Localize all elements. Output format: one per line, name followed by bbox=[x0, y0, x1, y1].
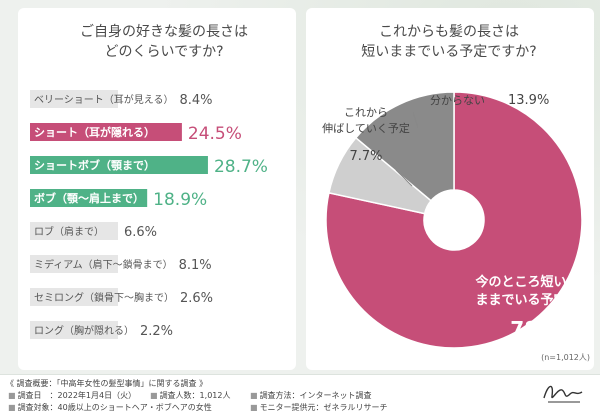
donut-chart-title-line1: これからも髪の長さは bbox=[379, 24, 519, 40]
survey-provider-text: モニター提供元：ゼネラルリサーチ bbox=[259, 403, 388, 412]
bar-chart-title-line1: ご自身の好きな髪の長さは bbox=[80, 24, 248, 40]
bar-category-label: ミディアム（肩下〜鎖骨まで） bbox=[34, 258, 173, 271]
pie-leader-line bbox=[412, 111, 419, 129]
pie-slice bbox=[354, 91, 455, 202]
bar bbox=[30, 321, 118, 339]
survey-count: ■ 調査人数：1,012人 bbox=[150, 391, 231, 400]
pie-slice-value: 7.7% bbox=[349, 149, 382, 164]
bar bbox=[30, 156, 208, 174]
bar-category-label: ショートボブ（顎まで） bbox=[34, 158, 155, 172]
survey-count-text: 調査人数：1,012人 bbox=[159, 391, 231, 400]
bar-value-label: 8.4% bbox=[180, 93, 213, 108]
survey-provider: ■ モニター提供元：ゼネラルリサーチ bbox=[250, 403, 388, 412]
pie-slice-value: 13.9% bbox=[508, 93, 549, 108]
pie-slice-label: これから bbox=[344, 106, 388, 119]
bar-chart-title-line2: どのくらいですか? bbox=[104, 44, 223, 60]
bar-category-label: ロング（胸が隠れる） bbox=[34, 324, 134, 337]
bar-value-label: 6.6% bbox=[124, 225, 157, 240]
bar-value-label: 28.7% bbox=[214, 157, 268, 177]
bar-value-label: 2.2% bbox=[140, 324, 173, 339]
bar-value-label: 8.1% bbox=[179, 258, 212, 273]
pie-slice-label: 分からない bbox=[430, 94, 485, 107]
survey-target-text: 調査対象：40歳以上のショートヘア・ボブヘアの女性 bbox=[17, 403, 212, 412]
bar bbox=[30, 288, 118, 306]
pie-slice-label: 今のところ短い bbox=[474, 274, 566, 290]
pie-slice bbox=[325, 91, 583, 349]
survey-footer: 《 調査概要：「中高年女性の髪型事情」に関する調査 》 ■ 調査日 ：2022年1… bbox=[0, 374, 600, 417]
bar-chart: ベリーショート（耳が見える） 8.4% ショート（耳が隠れる） 24.5% ショートボブ… bbox=[30, 90, 268, 339]
bar-value-label: 2.6% bbox=[180, 291, 213, 306]
donut-chart-title-line2: 短いままでいる予定ですか? bbox=[361, 44, 536, 60]
pie-slice-value: 78.4% bbox=[510, 317, 579, 341]
bar-value-label: 18.9% bbox=[153, 190, 207, 210]
survey-date-text: 調査日 ：2022年1月4日（火） bbox=[17, 391, 137, 400]
pie-slice-label: ままでいる予定 bbox=[475, 292, 566, 308]
bar-category-label: ロブ（肩まで） bbox=[34, 225, 104, 238]
bar-category-label: ボブ（顎〜肩上まで） bbox=[34, 191, 144, 205]
pie-leader-line bbox=[395, 169, 413, 187]
bar bbox=[30, 189, 148, 207]
bar-category-label: ベリーショート（耳が見える） bbox=[34, 93, 174, 106]
pie-slice-label: 伸ばしていく予定 bbox=[322, 121, 410, 135]
bar bbox=[30, 123, 182, 141]
bar bbox=[30, 90, 118, 108]
survey-method: ■ 調査方法：インターネット調査 bbox=[250, 391, 372, 400]
bar bbox=[30, 222, 118, 240]
bar-value-label: 24.5% bbox=[188, 124, 242, 144]
bar bbox=[30, 255, 118, 273]
survey-heading: 《 調査概要：「中高年女性の髪型事情」に関する調査 》 bbox=[6, 379, 208, 388]
bar-category-label: ショート（耳が隠れる） bbox=[34, 125, 155, 139]
sample-size-note: (n=1,012人) bbox=[541, 353, 590, 362]
survey-method-text: 調査方法：インターネット調査 bbox=[259, 391, 372, 400]
survey-date: ■ 調査日 ：2022年1月4日（火） bbox=[8, 391, 137, 400]
bar-category-label: セミロング（鎖骨下〜胸まで） bbox=[34, 291, 174, 304]
signature-logo bbox=[543, 385, 583, 403]
survey-target: ■ 調査対象：40歳以上のショートヘア・ボブヘアの女性 bbox=[8, 403, 212, 412]
